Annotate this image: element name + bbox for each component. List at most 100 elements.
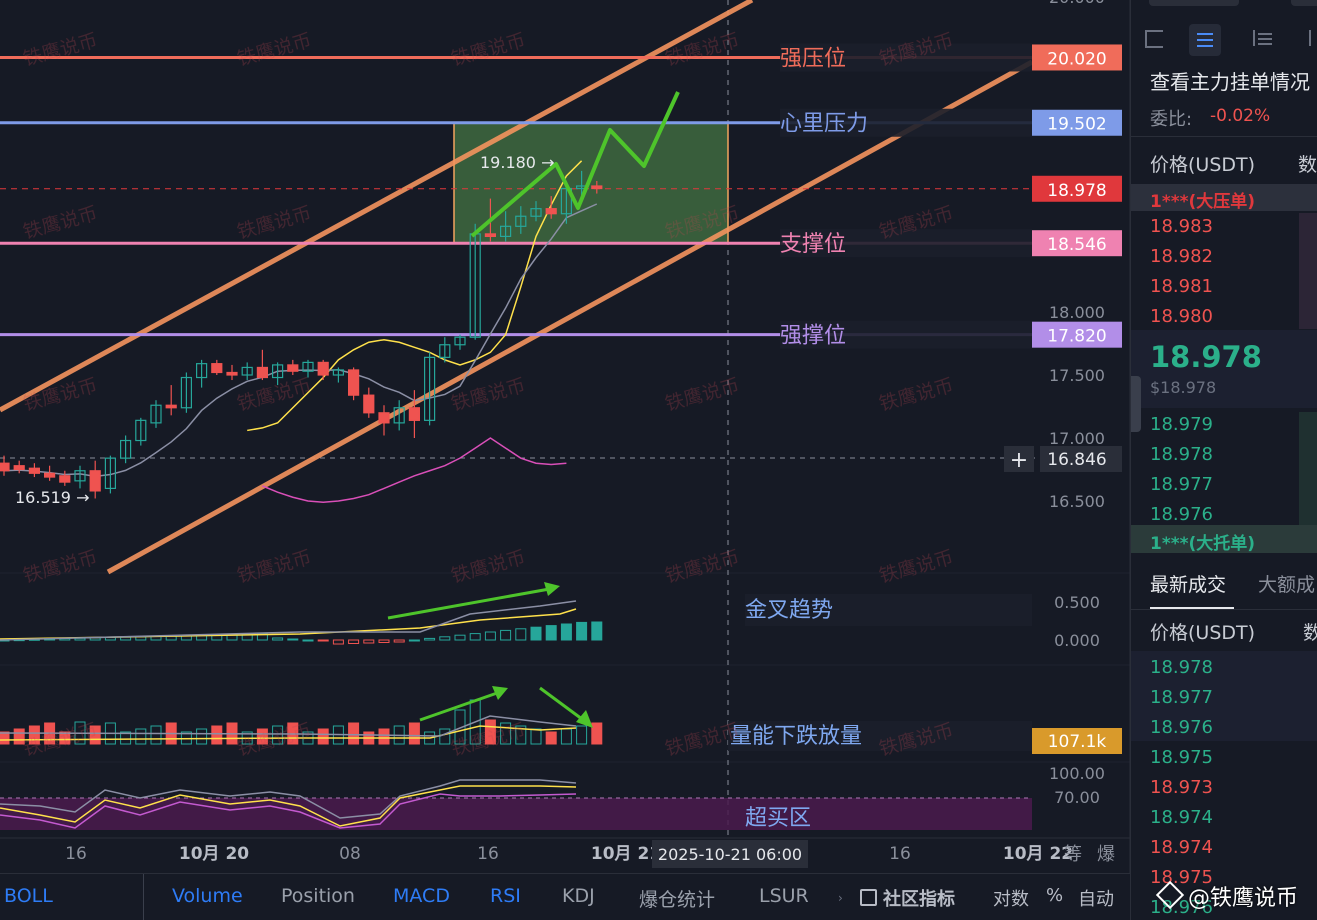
macd-bar: [545, 625, 557, 641]
auto-scale-toggle[interactable]: 自动: [1078, 889, 1114, 910]
rsi-axis-tick: 100.00: [1049, 764, 1105, 783]
volume-bar: [135, 728, 147, 745]
macd-bar: [332, 639, 344, 645]
candle-body: [0, 462, 10, 472]
macd-bar: [348, 639, 360, 644]
orderbook-last-price: 18.978: [1150, 340, 1262, 374]
trade-price: 18.974: [1150, 807, 1213, 828]
last-price-row: [1131, 330, 1317, 408]
panel-collapse-handle[interactable]: [1131, 376, 1141, 432]
brand-mark: @铁鹰说币: [1155, 880, 1298, 912]
price-axis-tick: 17.500: [1049, 366, 1105, 385]
ask-price[interactable]: 18.980: [1150, 306, 1213, 327]
bids-icon-line: [1197, 45, 1213, 47]
trade-price: 18.973: [1150, 777, 1213, 798]
macd-bar: [287, 638, 299, 641]
time-axis-tick: 10月 20: [179, 844, 249, 864]
macd-bar: [454, 634, 466, 641]
price-level-tag: [1032, 44, 1122, 71]
candle-body: [272, 364, 284, 379]
volume-bar: [484, 719, 496, 745]
crosshair-add-button[interactable]: [1004, 446, 1034, 472]
tab-lsur[interactable]: LSUR: [759, 885, 809, 907]
tab-position[interactable]: Position: [281, 885, 355, 907]
volume-bar: [150, 725, 162, 745]
orderbook-both-icon[interactable]: [1145, 30, 1163, 48]
ask-wall-row[interactable]: 1***(大压单): [1131, 184, 1317, 212]
tab-scroll-right[interactable]: ›: [838, 891, 843, 905]
macd-bar: [408, 639, 420, 642]
macd-bar: [378, 639, 390, 643]
macd-line: [0, 600, 577, 641]
trade-price: 18.975: [1150, 867, 1213, 888]
candle-body: [439, 344, 451, 358]
ask-price[interactable]: 18.981: [1150, 276, 1213, 297]
consolidation-box: [453, 121, 729, 244]
macd-axis-tick: 0.000: [1054, 631, 1100, 650]
macd-bar: [363, 639, 375, 644]
boll-middle-line: [3, 203, 598, 478]
volume-bar: [211, 725, 223, 745]
macd-bar: [530, 626, 542, 641]
bid-price[interactable]: 18.979: [1150, 414, 1213, 435]
price-level-tag: [1032, 109, 1122, 136]
macd-bar: [515, 628, 527, 641]
tab-rsi[interactable]: RSI: [490, 885, 521, 907]
tab-large-trades[interactable]: 大额成: [1258, 574, 1316, 596]
bid-price[interactable]: 18.976: [1150, 504, 1213, 525]
volume-value-text: 107.1k: [1048, 732, 1107, 752]
candle-body: [241, 366, 253, 376]
percent-scale-toggle[interactable]: %: [1046, 885, 1064, 906]
log-scale-toggle[interactable]: 对数: [993, 889, 1029, 910]
macd-bar: [500, 629, 512, 641]
volume-bar: [256, 728, 268, 745]
ask-price[interactable]: 18.983: [1150, 216, 1213, 237]
candle-body: [165, 404, 177, 409]
candle-body: [256, 366, 268, 379]
bid-price[interactable]: 18.977: [1150, 474, 1213, 495]
trades-highlight: [1131, 651, 1317, 741]
volume-bar: [196, 728, 208, 745]
tab-kdj[interactable]: KDJ: [562, 885, 595, 907]
bid-price[interactable]: 18.978: [1150, 444, 1213, 465]
orderbook-more-icon[interactable]: [1309, 30, 1317, 46]
tab-boll[interactable]: BOLL: [4, 885, 53, 907]
last-price-tag: [1032, 175, 1122, 202]
orderbook-asks-icon[interactable]: [1253, 30, 1273, 46]
candle-body: [43, 472, 56, 478]
volume-bar: [89, 725, 101, 745]
macd-bar: [560, 623, 572, 641]
bid-wall-row[interactable]: 1***(大托单): [1131, 525, 1317, 554]
price-axis-tick: 20.000: [1049, 0, 1105, 7]
macd-signal-line: [0, 608, 577, 640]
orderbook-bids-icon[interactable]: [1189, 24, 1221, 56]
tab-liquidation-stats[interactable]: 爆仓统计: [639, 889, 716, 911]
candle-body: [150, 404, 162, 424]
trades-price-header: 价格(USDT): [1150, 622, 1256, 644]
trade-price: 18.978: [1150, 657, 1213, 678]
volume-bar: [28, 725, 40, 745]
ask-price[interactable]: 18.982: [1150, 246, 1213, 267]
orderbook-qty-header: 数: [1298, 154, 1317, 176]
asks-icon-line: [1258, 33, 1272, 35]
boll-upper-line: [247, 160, 583, 432]
channel-lower-line: [106, 59, 1034, 575]
macd-bar: [591, 621, 603, 641]
macd-bar: [302, 639, 314, 642]
rsi-axis-tick: 70.00: [1054, 788, 1100, 807]
volume-up-arrow: [419, 690, 501, 722]
volume-bar: [348, 722, 360, 745]
candle-body: [302, 361, 314, 372]
tab-volume[interactable]: Volume: [172, 885, 243, 907]
tab-latest-trades[interactable]: 最新成交: [1150, 574, 1227, 596]
candle-body: [211, 363, 223, 374]
volume-ma-line-2: [0, 715, 577, 737]
time-axis-tick: 10月 21: [591, 844, 661, 864]
rsi-overbought-zone: [0, 798, 1032, 830]
volume-bar: [0, 731, 10, 745]
volume-bar: [408, 722, 420, 745]
rsi-annotation: 超买区: [745, 806, 811, 831]
macd-bar: [484, 631, 496, 641]
community-indicator-button[interactable]: 社区指标: [860, 885, 955, 911]
tab-macd[interactable]: MACD: [393, 885, 450, 907]
